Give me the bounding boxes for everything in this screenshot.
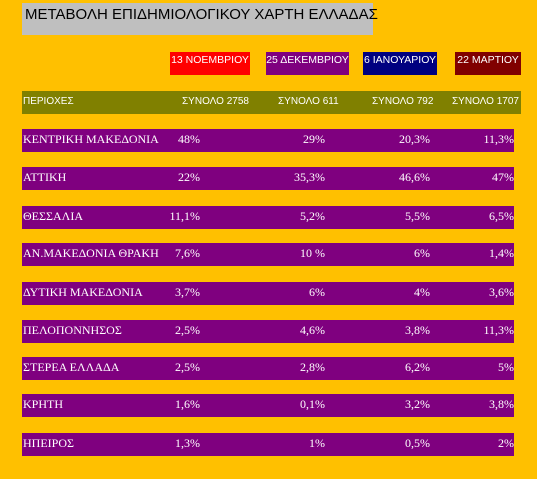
region-value: 46,6% bbox=[399, 170, 430, 184]
region-name: ΣΤΕΡΕΑ ΕΛΛΑΔΑ bbox=[23, 360, 120, 374]
header-total-mar: ΣΥΝΟΛΟ 1707 bbox=[452, 96, 519, 107]
header-total-dec: ΣΥΝΟΛΟ 611 bbox=[278, 96, 339, 107]
region-value: 2,5% bbox=[175, 360, 200, 374]
date-label-mar: 22 ΜΑΡΤΙΟΥ bbox=[455, 52, 521, 75]
region-name: ΚΕΝΤΡΙΚΗ ΜΑΚΕΔΟΝΙΑ bbox=[23, 132, 159, 146]
region-value: 35,3% bbox=[294, 170, 325, 184]
region-value: 6,5% bbox=[489, 209, 514, 223]
date-label-jan: 6 ΙΑΝΟΥΑΡΙΟΥ bbox=[363, 52, 437, 75]
table-row: ΘΕΣΣΑΛΙΑ 11,1% 5,2% 5,5% 6,5% bbox=[22, 206, 514, 229]
region-name: ΘΕΣΣΑΛΙΑ bbox=[23, 209, 83, 223]
region-value: 3,2% bbox=[405, 397, 430, 411]
page-title: ΜΕΤΑΒΟΛΗ ΕΠΙΔΗΜΙΟΛΟΓΙΚΟΥ ΧΑΡΤΗ ΕΛΛΑΔΑΣ bbox=[22, 3, 378, 35]
region-value: 1,4% bbox=[489, 246, 514, 260]
region-value: 5% bbox=[498, 360, 514, 374]
region-name: ΠΕΛΟΠΟΝΝΗΣΟΣ bbox=[23, 323, 122, 337]
table-row: ΠΕΛΟΠΟΝΝΗΣΟΣ 2,5% 4,6% 3,8% 11,3% bbox=[22, 320, 514, 343]
table-row: ΣΤΕΡΕΑ ΕΛΛΑΔΑ 2,5% 2,8% 6,2% 5% bbox=[22, 357, 514, 380]
region-value: 1% bbox=[309, 436, 325, 450]
region-value: 2,8% bbox=[300, 360, 325, 374]
region-value: 11,3% bbox=[483, 132, 514, 146]
region-value: 4,6% bbox=[300, 323, 325, 337]
table-row: ΚΕΝΤΡΙΚΗ ΜΑΚΕΔΟΝΙΑ 48% 29% 20,3% 11,3% bbox=[22, 129, 514, 152]
table-row: ΔΥΤΙΚΗ ΜΑΚΕΔΟΝΙΑ 3,7% 6% 4% 3,6% bbox=[22, 282, 514, 305]
region-value: 0,5% bbox=[405, 436, 430, 450]
date-label-nov: 13 ΝΟΕΜΒΡΙΟΥ bbox=[170, 52, 250, 75]
region-value: 2% bbox=[498, 436, 514, 450]
table-header: ΠΕΡΙΟΧΕΣ ΣΥΝΟΛΟ 2758 ΣΥΝΟΛΟ 611 ΣΥΝΟΛΟ 7… bbox=[22, 91, 521, 114]
region-value: 48% bbox=[178, 132, 200, 146]
table-row: ΑΝ.ΜΑΚΕΔΟΝΙΑ ΘΡΑΚΗ 7,6% 10 % 6% 1,4% bbox=[22, 243, 514, 266]
region-value: 10 % bbox=[300, 246, 325, 260]
region-value: 5,5% bbox=[405, 209, 430, 223]
region-value: 3,8% bbox=[489, 397, 514, 411]
region-value: 47% bbox=[492, 170, 514, 184]
region-value: 3,7% bbox=[175, 285, 200, 299]
region-value: 7,6% bbox=[175, 246, 200, 260]
region-value: 11,3% bbox=[483, 323, 514, 337]
region-value: 3,6% bbox=[489, 285, 514, 299]
region-value: 6% bbox=[309, 285, 325, 299]
header-total-nov: ΣΥΝΟΛΟ 2758 bbox=[182, 96, 249, 107]
region-value: 4% bbox=[414, 285, 430, 299]
region-name: ΑΤΤΙΚΗ bbox=[23, 170, 67, 184]
region-value: 1,3% bbox=[175, 436, 200, 450]
date-label-dec: 25 ΔΕΚΕΜΒΡΙΟΥ bbox=[266, 52, 349, 75]
header-region: ΠΕΡΙΟΧΕΣ bbox=[23, 96, 74, 107]
region-name: ΑΝ.ΜΑΚΕΔΟΝΙΑ ΘΡΑΚΗ bbox=[23, 246, 159, 260]
region-value: 6,2% bbox=[405, 360, 430, 374]
region-value: 29% bbox=[303, 132, 325, 146]
region-value: 11,1% bbox=[169, 209, 200, 223]
region-name: ΚΡΗΤΗ bbox=[23, 397, 64, 411]
region-value: 3,8% bbox=[405, 323, 430, 337]
table-row: ΑΤΤΙΚΗ 22% 35,3% 46,6% 47% bbox=[22, 167, 514, 190]
region-value: 6% bbox=[414, 246, 430, 260]
region-value: 0,1% bbox=[300, 397, 325, 411]
region-name: ΔΥΤΙΚΗ ΜΑΚΕΔΟΝΙΑ bbox=[23, 285, 143, 299]
table-row: ΗΠΕΙΡΟΣ 1,3% 1% 0,5% 2% bbox=[22, 433, 514, 456]
region-name: ΗΠΕΙΡΟΣ bbox=[23, 436, 74, 450]
region-value: 2,5% bbox=[175, 323, 200, 337]
region-value: 22% bbox=[178, 170, 200, 184]
region-value: 1,6% bbox=[175, 397, 200, 411]
table-row: ΚΡΗΤΗ 1,6% 0,1% 3,2% 3,8% bbox=[22, 394, 514, 417]
region-value: 5,2% bbox=[300, 209, 325, 223]
region-value: 20,3% bbox=[399, 132, 430, 146]
header-total-jan: ΣΥΝΟΛΟ 792 bbox=[372, 96, 434, 107]
